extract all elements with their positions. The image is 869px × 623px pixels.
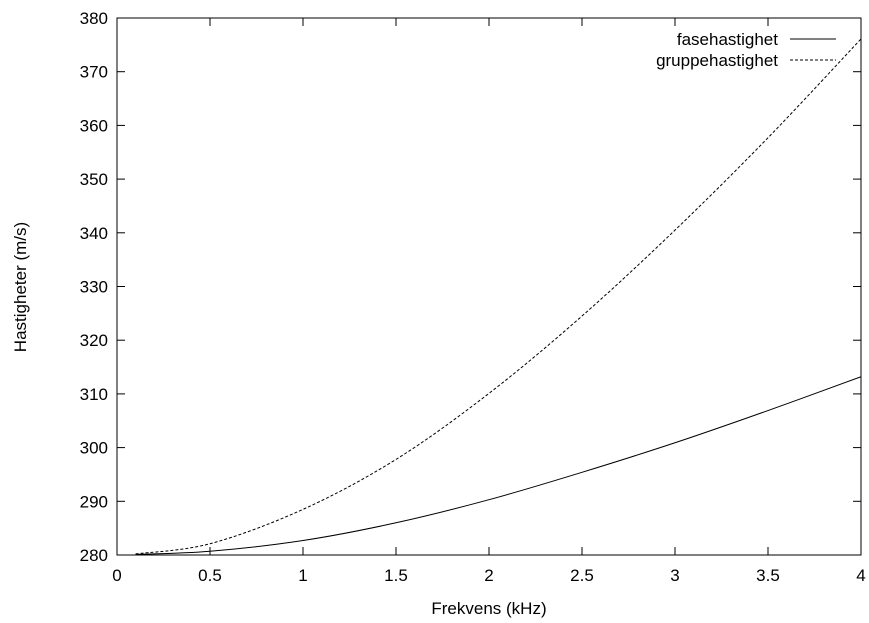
x-tick-label: 3 bbox=[670, 566, 679, 585]
x-tick-label: 2 bbox=[484, 566, 493, 585]
legend: fasehastighet gruppehastighet bbox=[656, 30, 836, 70]
x-tick-label: 3.5 bbox=[756, 566, 780, 585]
x-tick-label: 0.5 bbox=[198, 566, 222, 585]
x-axis-title: Frekvens (kHz) bbox=[431, 599, 546, 618]
x-tick-label: 1 bbox=[298, 566, 307, 585]
y-tick-label: 360 bbox=[80, 116, 108, 135]
series-line-fasehastighet bbox=[135, 376, 862, 555]
y-tick-label: 370 bbox=[80, 63, 108, 82]
x-tick-label: 1.5 bbox=[384, 566, 408, 585]
legend-label: gruppehastighet bbox=[656, 51, 778, 70]
y-tick-label: 310 bbox=[80, 385, 108, 404]
y-tick-label: 340 bbox=[80, 224, 108, 243]
x-tick-label: 0 bbox=[112, 566, 121, 585]
y-axis-title: Hastigheter (m/s) bbox=[11, 222, 30, 352]
legend-label: fasehastighet bbox=[677, 30, 778, 49]
x-tick-label: 2.5 bbox=[570, 566, 594, 585]
plot-frame bbox=[116, 17, 862, 556]
y-tick-label: 300 bbox=[80, 439, 108, 458]
y-tick-label: 290 bbox=[80, 492, 108, 511]
y-tick-label: 320 bbox=[80, 331, 108, 350]
y-tick-label: 280 bbox=[80, 546, 108, 565]
y-tick-label: 330 bbox=[80, 278, 108, 297]
series-line-gruppehastighet bbox=[135, 38, 862, 555]
y-tick-label: 350 bbox=[80, 170, 108, 189]
x-tick-label: 4 bbox=[856, 566, 865, 585]
ticks-layer: 0 0.5 1 1.5 2 2.5 3 3.5 4 280 290 300 310 320 330 340 35… bbox=[80, 9, 866, 585]
y-tick-label: 380 bbox=[80, 9, 108, 28]
series-layer bbox=[135, 38, 862, 555]
